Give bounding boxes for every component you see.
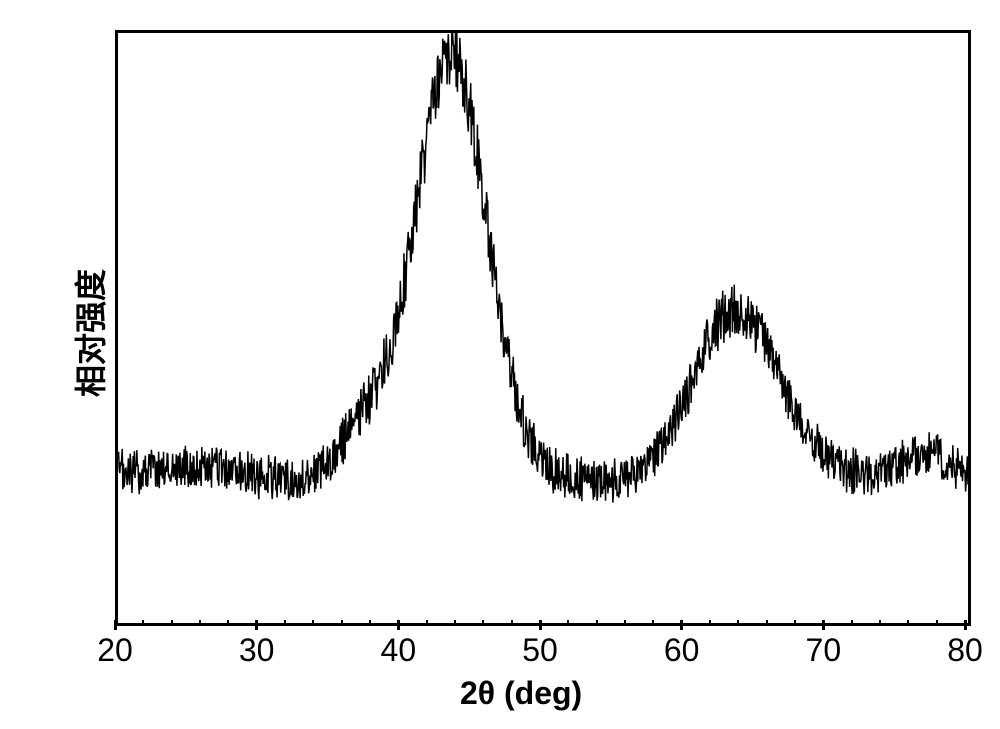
x-tick-major [397,620,400,630]
y-axis-label: 相对强度 [66,269,112,397]
x-tick-minor [284,620,286,626]
x-tick-label: 60 [664,632,700,669]
xrd-chart: 相对强度 2θ (deg) 20 30 40 50 60 70 80 [0,0,1000,729]
x-tick-label: 30 [239,632,275,669]
x-tick-minor [171,620,173,626]
x-tick-minor [567,620,569,626]
x-tick-minor [907,620,909,626]
x-axis-label: 2θ (deg) [460,675,582,712]
x-tick-minor [199,620,201,626]
x-tick-minor [851,620,853,626]
x-tick-minor [142,620,144,626]
xrd-pattern-line [118,33,968,623]
x-tick-minor [511,620,513,626]
x-tick-minor [369,620,371,626]
plot-area [115,30,971,626]
x-tick-label: 40 [381,632,417,669]
x-tick-major [114,620,117,630]
x-tick-minor [454,620,456,626]
x-tick-minor [794,620,796,626]
x-tick-minor [482,620,484,626]
x-tick-major [539,620,542,630]
x-tick-label: 20 [97,632,133,669]
x-tick-label: 80 [947,632,983,669]
x-tick-minor [879,620,881,626]
x-tick-major [964,620,967,630]
x-tick-minor [766,620,768,626]
x-tick-minor [426,620,428,626]
x-tick-minor [596,620,598,626]
x-tick-minor [624,620,626,626]
x-tick-minor [737,620,739,626]
x-tick-minor [312,620,314,626]
x-tick-major [680,620,683,630]
x-tick-major [255,620,258,630]
x-tick-major [822,620,825,630]
x-tick-minor [652,620,654,626]
x-tick-minor [227,620,229,626]
x-tick-minor [709,620,711,626]
x-tick-label: 70 [806,632,842,669]
x-tick-label: 50 [522,632,558,669]
x-tick-minor [936,620,938,626]
x-tick-minor [341,620,343,626]
